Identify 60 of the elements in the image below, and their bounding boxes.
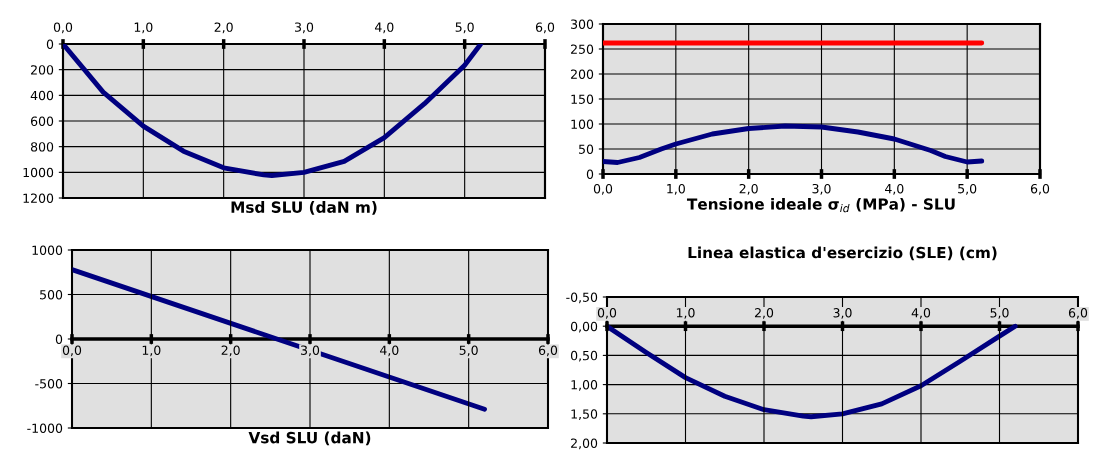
x-tick-label: 2,0 <box>739 183 758 195</box>
x-tick-label: 0,0 <box>593 183 613 195</box>
x-tick-label: 6,0 <box>538 345 558 357</box>
x-tick-label: 6,0 <box>1030 183 1050 195</box>
y-tick-label: -1000 <box>27 423 63 433</box>
y-tick-label: -500 <box>35 378 63 389</box>
chart-title: Linea elastica d'esercizio (SLE) (cm) <box>688 246 997 261</box>
x-tick-label: 2,0 <box>754 308 774 319</box>
x-tick-label: 4,0 <box>885 183 904 195</box>
x-tick-label: 1,0 <box>134 22 153 34</box>
x-tick-label: 4,0 <box>911 308 931 319</box>
line-series <box>603 123 985 165</box>
y-tick-label: 150 <box>571 94 594 104</box>
x-tick-label: 3,0 <box>301 345 320 357</box>
x-axis-title: Tensione ideale σ$_{id}$ (MPa) - SLU <box>686 198 955 213</box>
x-tick-label: 4,0 <box>375 22 394 34</box>
x-tick-label: 4,0 <box>380 345 399 357</box>
y-tick-label: 600 <box>30 116 54 126</box>
x-axis-title: Vsd SLU (daN) <box>248 431 371 446</box>
x-tick-label: 1,0 <box>676 308 695 319</box>
x-axis-title: Msd SLU (daN m) <box>231 201 377 215</box>
y-tick-label: 1000 <box>23 167 54 178</box>
x-tick-label: 1,0 <box>667 183 685 195</box>
y-tick-label: 300 <box>571 19 594 29</box>
y-tick-label: 0 <box>55 334 63 344</box>
x-tick-label: 6,0 <box>1068 308 1088 319</box>
x-tick-label: 0,0 <box>597 308 617 319</box>
x-tick-label: 5,0 <box>455 22 474 34</box>
y-tick-label: -0,50 <box>566 292 598 304</box>
y-tick-label: 0,00 <box>570 321 598 333</box>
x-tick-label: 0,0 <box>62 345 82 357</box>
y-tick-label: 800 <box>30 142 54 152</box>
x-tick-label: 0,0 <box>53 22 73 34</box>
x-tick-label: 3,0 <box>295 22 314 34</box>
y-tick-label: 250 <box>571 44 594 54</box>
y-tick-label: 100 <box>571 119 594 129</box>
y-tick-label: 0 <box>586 169 594 179</box>
x-tick-label: 1,0 <box>142 345 161 357</box>
y-tick-label: 50 <box>579 144 594 154</box>
x-tick-label: 5,0 <box>459 345 478 357</box>
y-tick-label: 1000 <box>32 245 63 255</box>
y-tick-label: 2,00 <box>571 438 598 450</box>
y-tick-label: 500 <box>40 289 63 300</box>
x-tick-label: 2,0 <box>221 345 240 357</box>
x-tick-label: 6,0 <box>535 22 555 34</box>
y-tick-label: 200 <box>571 69 594 79</box>
y-tick-label: 400 <box>30 90 54 101</box>
x-tick-label: 2,0 <box>214 22 233 34</box>
y-tick-label: 200 <box>31 65 54 75</box>
x-tick-label: 5,0 <box>958 183 977 195</box>
y-tick-label: 1,00 <box>571 380 598 391</box>
y-tick-label: 0,50 <box>570 350 598 362</box>
line-series <box>607 323 1018 420</box>
x-tick-label: 5,0 <box>990 308 1009 319</box>
y-tick-label: 0 <box>46 39 54 49</box>
y-tick-label: 1200 <box>23 193 54 203</box>
x-tick-label: 3,0 <box>812 183 831 195</box>
line-series <box>63 44 484 178</box>
y-tick-label: 1,50 <box>571 409 598 420</box>
x-tick-label: 3,0 <box>833 308 852 319</box>
